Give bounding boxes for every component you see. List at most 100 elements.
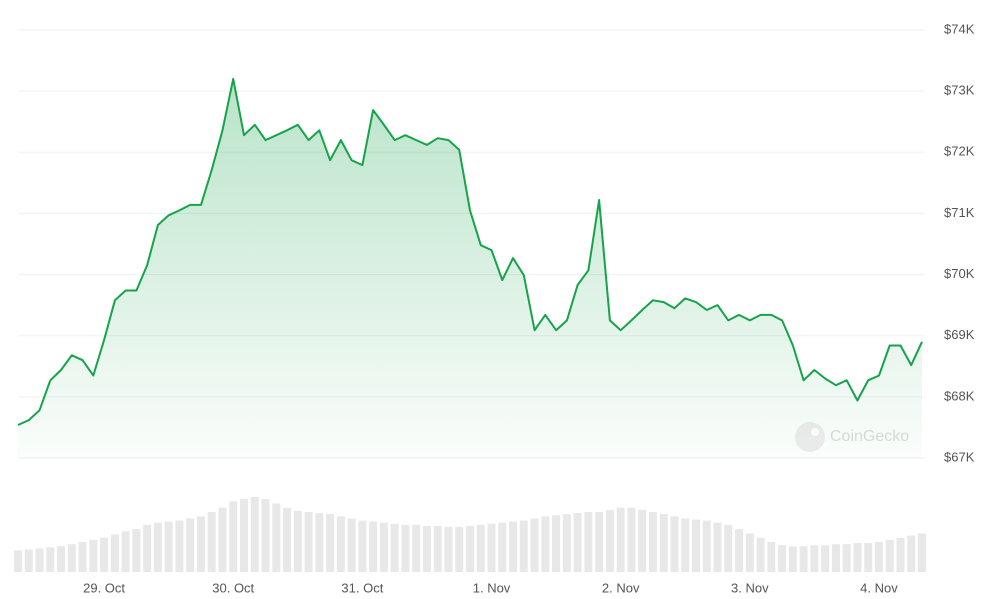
volume-bar	[78, 542, 87, 572]
volume-bar	[110, 534, 119, 572]
volume-bar	[283, 507, 292, 572]
volume-bar	[422, 525, 431, 572]
volume-bar	[455, 527, 464, 572]
volume-bar	[605, 509, 614, 572]
volume-bar	[336, 516, 345, 572]
volume-bar	[907, 535, 916, 572]
volume-bar	[595, 512, 604, 572]
volume-bar	[412, 524, 421, 572]
volume-bar	[218, 507, 227, 572]
volume-bar	[240, 499, 248, 572]
volume-bar	[724, 524, 733, 572]
volume-bar	[67, 544, 76, 572]
volume-bar	[864, 543, 873, 572]
volume-bar	[810, 545, 819, 572]
volume-bar	[369, 521, 378, 572]
volume-bar	[788, 546, 797, 572]
volume-bar	[745, 533, 754, 572]
x-tick-label: 1. Nov	[473, 580, 511, 595]
volume-bar	[756, 537, 765, 572]
y-tick-label: $69K	[944, 327, 975, 342]
volume-bar	[164, 521, 173, 572]
y-tick-label: $68K	[944, 388, 975, 403]
volume-bar	[627, 507, 636, 572]
volume-bar	[207, 512, 216, 572]
volume-bar	[35, 548, 44, 572]
x-tick-label: 2. Nov	[602, 580, 640, 595]
watermark: CoinGecko	[795, 422, 909, 452]
volume-bar	[659, 514, 668, 572]
volume-bar	[541, 516, 550, 572]
y-tick-label: $74K	[944, 21, 975, 36]
volume-bar	[670, 516, 679, 572]
volume-bar	[874, 542, 883, 572]
volume-bar	[46, 547, 55, 572]
volume-bar	[186, 518, 195, 572]
volume-bar	[778, 545, 787, 572]
volume-bar	[401, 524, 410, 572]
volume-bar	[713, 522, 722, 572]
price-line	[17, 77, 923, 426]
volume-bar	[379, 522, 388, 572]
price-area	[18, 78, 922, 459]
volume-bar	[315, 513, 324, 572]
volume-bar	[100, 537, 109, 572]
volume-bar	[509, 521, 518, 572]
volume-bar	[519, 520, 528, 572]
volume-bar	[648, 512, 657, 572]
volume-bar	[476, 524, 485, 572]
volume-bar	[175, 520, 184, 572]
volume-bar	[250, 497, 259, 572]
volume-bar	[498, 522, 507, 572]
x-tick-label: 29. Oct	[83, 580, 125, 595]
volume-bar	[573, 513, 582, 572]
volume-bar	[326, 514, 335, 572]
volume-bar	[616, 507, 625, 572]
volume-bar	[272, 503, 281, 572]
x-tick-label: 3. Nov	[731, 580, 769, 595]
volume-bar	[121, 531, 130, 572]
volume-bar	[153, 522, 162, 572]
y-tick-label: $70K	[944, 266, 975, 281]
volume-bar	[433, 525, 442, 572]
volume-bar	[304, 512, 313, 572]
volume-bar	[143, 524, 152, 572]
volume-bar	[885, 539, 894, 572]
volume-bar	[853, 543, 862, 572]
volume-bar	[24, 549, 33, 572]
volume-bar	[293, 510, 302, 572]
volume-bar	[896, 537, 905, 572]
x-tick-label: 4. Nov	[860, 580, 898, 595]
volume-bar	[821, 545, 830, 572]
volume-bar	[196, 516, 205, 572]
volume-bar	[918, 533, 926, 572]
volume-bar	[831, 544, 840, 572]
watermark-text: CoinGecko	[830, 428, 909, 445]
x-tick-label: 30. Oct	[212, 580, 254, 595]
volume-bar	[842, 544, 851, 572]
volume-bar	[444, 527, 453, 572]
volume-bar	[702, 520, 711, 572]
volume-bar	[14, 550, 22, 572]
volume-bar	[132, 529, 141, 572]
volume-bar	[799, 546, 808, 572]
volume-bar	[89, 539, 98, 572]
volume-bar	[57, 546, 66, 572]
volume-bar	[692, 519, 700, 572]
x-tick-label: 31. Oct	[341, 580, 383, 595]
y-tick-label: $72K	[944, 144, 975, 159]
volume-bar	[735, 529, 744, 572]
volume-bar	[530, 518, 539, 572]
volume-bar	[358, 520, 367, 572]
volume-bar	[229, 501, 238, 572]
y-tick-label: $67K	[944, 449, 975, 464]
volume-bar	[562, 514, 571, 572]
volume-bar	[261, 499, 270, 572]
y-tick-label: $73K	[944, 83, 975, 98]
volume-bar	[466, 525, 474, 572]
volume-bar	[347, 518, 356, 572]
volume-bar	[552, 515, 561, 572]
volume-bar	[767, 542, 776, 572]
